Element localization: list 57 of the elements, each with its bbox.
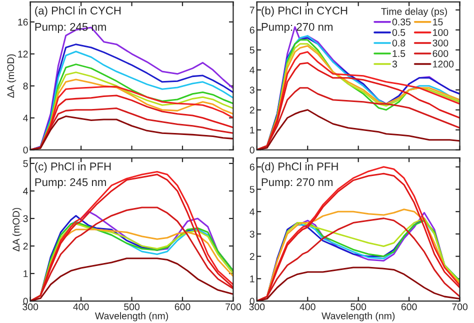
x-tick-label: 300	[249, 303, 265, 310]
y-tick-label: 4	[23, 114, 28, 122]
y-tick-label: 4	[23, 188, 28, 194]
x-tick-label: 300	[22, 303, 38, 310]
y-tick-label: 4	[250, 208, 255, 216]
legend-label: 100	[433, 29, 448, 36]
legend-title: Time delay (ps)	[381, 8, 447, 17]
x-tick-label: 700	[452, 303, 468, 310]
text: Pump: 270 nm	[262, 178, 332, 188]
y-tick-label: 2	[250, 106, 254, 114]
x-tick-label: 400	[300, 303, 316, 310]
x-tick-label: 400	[73, 303, 89, 310]
y-tick-label: 0	[23, 146, 28, 154]
text: Pump: 245 nm	[35, 22, 106, 34]
y-tick-label: 3	[23, 215, 28, 222]
text: Pump: 245 nm	[35, 178, 106, 188]
y-tick-label: 2	[23, 242, 28, 250]
x-tick-label: 700	[226, 303, 241, 310]
y-tick-label: 4	[250, 66, 255, 74]
y-tick-label: 1	[250, 276, 254, 282]
y-tick-label: 6	[250, 164, 254, 171]
legend-label: 15	[433, 18, 443, 26]
x-axis-title: Wavelength (nm)	[94, 312, 168, 322]
y-tick-label: 3	[250, 230, 254, 238]
legend-label: 600	[432, 50, 448, 57]
x-tick-label: 500	[124, 303, 140, 310]
x-tick-label: 600	[174, 303, 190, 310]
y-tick-label: 5	[250, 186, 254, 193]
x-axis-title: Wavelength (nm)	[322, 312, 395, 322]
legend-label: 1200	[433, 60, 454, 68]
legend-label: 3	[392, 60, 397, 68]
legend-label: 1.5	[392, 50, 406, 57]
y-tick-label: 1	[24, 270, 28, 278]
y-tick-label: 12	[18, 50, 28, 58]
y-axis-title: ΔA (mOD)	[6, 54, 16, 98]
y-tick-label: 6	[250, 26, 254, 34]
y-tick-label: 5	[250, 46, 254, 54]
y-tick-label: 0	[250, 146, 254, 154]
chart-title: (a) PhCl in CYCH	[35, 6, 121, 17]
legend-label: 0.5	[392, 29, 406, 36]
text: Pump: 270 nm	[262, 22, 332, 34]
x-tick-label: 600	[401, 303, 417, 310]
y-tick-label: 3	[250, 86, 254, 94]
legend-label: 0.8	[392, 40, 406, 46]
x-tick-label: 500	[350, 303, 366, 310]
y-tick-label: 8	[23, 82, 28, 90]
legend-label: 300	[432, 40, 448, 46]
chart-title: (d) PhCl in PFH	[262, 162, 338, 173]
y-axis-title: ΔA (mOD)	[12, 208, 22, 252]
chart-title: (c) PhCl in PFH	[35, 162, 111, 173]
y-tick-label: 1	[250, 126, 254, 134]
y-tick-label: 16	[18, 18, 28, 26]
y-tick-label: 5	[23, 160, 28, 168]
chart-title: (b) PhCl in CYCH	[262, 6, 348, 17]
y-tick-label: 7	[250, 6, 254, 14]
y-tick-label: 2	[250, 253, 254, 260]
legend-label: 0.35	[392, 18, 411, 26]
